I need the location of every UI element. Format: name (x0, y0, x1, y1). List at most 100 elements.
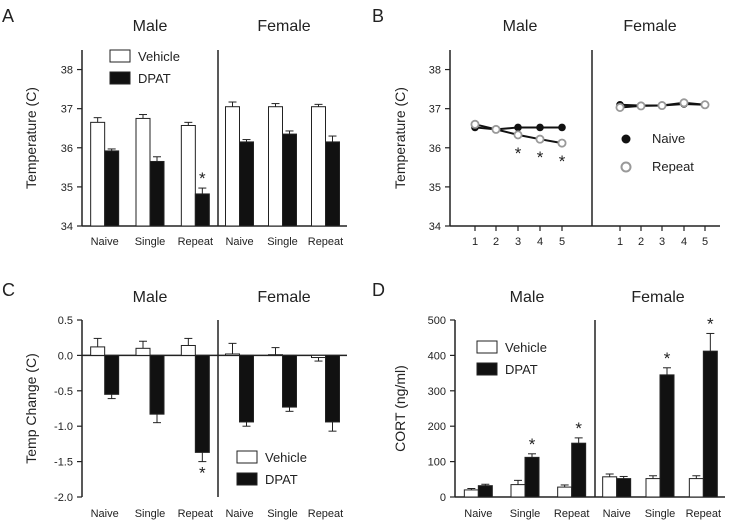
y-tick-label: 38 (61, 65, 73, 77)
bar (325, 354, 340, 423)
legend-label: DPAT (265, 472, 298, 487)
x-tick-label: Repeat (178, 236, 213, 248)
data-point (657, 101, 667, 111)
x-tick-label: Single (645, 508, 676, 520)
x-tick-label: Single (267, 508, 298, 520)
x-tick-label: 4 (681, 236, 687, 248)
y-tick-label: 35 (429, 182, 441, 194)
data-point (636, 101, 646, 111)
y-tick-label: -1.5 (54, 457, 73, 469)
x-tick-label: Naive (225, 508, 253, 520)
x-tick-label: Repeat (686, 508, 721, 520)
bar (90, 346, 106, 356)
bar (180, 124, 196, 227)
legend-label: Vehicle (505, 340, 547, 355)
group-title: Female (257, 289, 310, 306)
data-point (470, 119, 480, 129)
legend-label: Repeat (652, 159, 694, 174)
legend-swatch (236, 450, 258, 464)
x-tick-label: Naive (464, 508, 492, 520)
bar (659, 374, 675, 498)
data-point (700, 100, 710, 110)
x-tick-label: Single (267, 236, 298, 248)
x-tick-label: 3 (659, 236, 665, 248)
y-tick-label: 500 (428, 315, 446, 327)
x-tick-label: Single (510, 508, 541, 520)
y-tick-label: 37 (429, 104, 441, 116)
x-tick-label: Repeat (308, 508, 343, 520)
bar (688, 478, 704, 498)
bar (282, 133, 297, 227)
bar (477, 485, 493, 498)
bar (325, 141, 340, 227)
x-tick-label: 1 (617, 236, 623, 248)
data-point (491, 124, 501, 134)
legend-label: DPAT (505, 362, 538, 377)
panel-C: C Male Female Temp Change (C) -2.0 -1.5 -1.0 -0… (2, 280, 347, 520)
y-axis-label: Temperature (C) (23, 87, 39, 189)
significance-star: * (199, 169, 206, 188)
legend-swatch (476, 340, 498, 354)
data-point (679, 98, 689, 108)
group-title: Female (631, 289, 684, 306)
bar (90, 121, 106, 227)
bar (602, 476, 618, 498)
bar (311, 354, 326, 359)
legend-swatch (109, 49, 131, 63)
y-tick-label: -0.5 (54, 386, 73, 398)
y-tick-label: 36 (61, 143, 73, 155)
bar (104, 150, 120, 227)
bar (524, 456, 540, 498)
y-axis-label: Temp Change (C) (23, 353, 39, 464)
panel-label: A (2, 6, 14, 26)
y-tick-label: 34 (429, 221, 441, 233)
bar (225, 106, 240, 227)
data-point (536, 123, 544, 132)
x-tick-label: Repeat (178, 508, 213, 520)
x-tick-label: 2 (493, 236, 499, 248)
significance-star: * (707, 314, 714, 333)
group-title: Male (510, 289, 545, 306)
x-tick-label: 2 (638, 236, 644, 248)
x-tick-label: 3 (515, 236, 521, 248)
group-title: Female (257, 18, 310, 35)
y-tick-label: 0 (440, 492, 446, 504)
y-tick-label: 36 (429, 143, 441, 155)
bar (239, 141, 254, 227)
group-title: Male (133, 18, 168, 35)
bar (135, 117, 151, 227)
bar (194, 354, 210, 453)
group-title: Male (133, 289, 168, 306)
y-axis-label: CORT (ng/ml) (392, 365, 408, 452)
significance-star: * (664, 349, 671, 368)
data-point (535, 134, 545, 144)
bar (645, 478, 661, 498)
legend-marker (620, 161, 632, 173)
panel-label: D (372, 280, 385, 300)
bar (571, 442, 587, 498)
x-tick-label: Naive (91, 508, 119, 520)
bar (616, 478, 632, 498)
y-tick-label: -2.0 (54, 492, 73, 504)
legend-swatch (236, 472, 258, 486)
legend-label: Vehicle (265, 450, 307, 465)
data-point (514, 123, 522, 132)
bar (149, 354, 165, 415)
x-tick-label: Single (135, 236, 166, 248)
bar (702, 350, 718, 498)
bar (463, 489, 479, 498)
panel-D: D Male Female CORT (ng/ml) 0 100 200 300 400 500 N… (372, 280, 725, 520)
significance-star: * (515, 144, 522, 163)
y-axis-label: Temperature (C) (392, 87, 408, 189)
data-point (615, 102, 625, 112)
bar (510, 484, 526, 498)
bar (239, 354, 254, 423)
x-tick-label: Repeat (308, 236, 343, 248)
x-tick-label: 5 (702, 236, 708, 248)
y-tick-label: 0.0 (58, 350, 73, 362)
significance-star: * (575, 419, 582, 438)
legend-label: DPAT (138, 71, 171, 86)
significance-star: * (537, 148, 544, 167)
